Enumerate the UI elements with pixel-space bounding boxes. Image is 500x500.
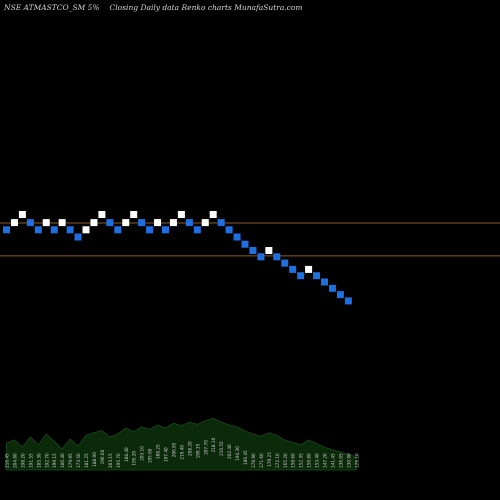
- renko-brick-down: [26, 219, 34, 227]
- renko-brick-up: [42, 219, 50, 227]
- volume-label: 204.80: [12, 453, 17, 468]
- renko-brick-up: [209, 211, 217, 218]
- volume-label: 165.20: [283, 453, 288, 468]
- volume-label: 152.35: [299, 453, 304, 468]
- volume-label: 195.60: [148, 448, 153, 463]
- renko-brick-up: [82, 226, 90, 234]
- volume-label: 210.55: [219, 441, 224, 456]
- volume-label: 153.40: [315, 453, 320, 468]
- renko-brick-up: [58, 219, 66, 227]
- renko-brick-up: [122, 219, 130, 227]
- renko-brick-down: [146, 226, 154, 234]
- renko-brick-down: [138, 219, 146, 227]
- renko-brick-down: [114, 226, 122, 234]
- renko-brick-down: [217, 219, 225, 227]
- renko-brick-down: [106, 219, 114, 227]
- volume-area: [6, 417, 357, 471]
- renko-brick-up: [201, 219, 209, 227]
- volume-label: 188.90: [92, 452, 97, 467]
- renko-brick-down: [273, 253, 281, 261]
- volume-label: 203.15: [108, 453, 113, 468]
- renko-brick-down: [225, 226, 233, 234]
- volume-label: 179.95: [68, 453, 73, 468]
- volume-label: 185.30: [36, 453, 41, 468]
- volume-label: 198.20: [20, 453, 25, 468]
- volume-label: 195.70: [116, 453, 121, 468]
- volume-label: 158.60: [291, 453, 296, 468]
- renko-brick-up: [305, 265, 313, 273]
- renko-brick-up: [154, 219, 162, 227]
- renko-brick-down: [313, 272, 321, 280]
- volume-label: 136.05: [338, 453, 343, 468]
- renko-brick-down: [193, 226, 201, 234]
- volume-label: 196.60: [100, 449, 105, 464]
- volume-label: 194.30: [235, 446, 240, 461]
- volume-label: 186.40: [60, 453, 65, 468]
- volume-label: 203.10: [140, 446, 145, 461]
- volume-label: 191.55: [28, 453, 33, 468]
- renko-brick-down: [3, 226, 10, 234]
- volume-label: 208.20: [187, 441, 192, 456]
- volume-label: 186.45: [243, 450, 248, 465]
- renko-brick-down: [233, 233, 241, 241]
- renko-brick-up: [18, 211, 26, 218]
- volume-label: 199.15: [52, 453, 57, 468]
- volume-label: 181.25: [84, 453, 89, 468]
- renko-brick-down: [241, 240, 249, 248]
- volume-label: 173.50: [76, 453, 81, 468]
- description-label: Closing Daily data Renko charts MunafaSu…: [109, 3, 303, 12]
- renko-brick-down: [185, 219, 193, 227]
- renko-brick-down: [66, 226, 74, 234]
- renko-brick-down: [344, 297, 352, 305]
- renko-brick-down: [281, 259, 289, 267]
- volume-label: 199.35: [195, 443, 200, 458]
- renko-brick-down: [328, 284, 336, 292]
- renko-brick-down: [289, 265, 297, 273]
- renko-brick-up: [265, 247, 273, 254]
- volume-label: 147.20: [323, 453, 328, 468]
- renko-brick-up: [90, 219, 98, 227]
- volume-label: 188.40: [124, 447, 129, 462]
- chart-title: NSE ATMASTCO_SM 5% Closing Daily data Ren…: [4, 3, 313, 12]
- renko-brick-up: [130, 211, 138, 218]
- renko-brick-down: [257, 253, 265, 261]
- renko-brick-down: [74, 233, 82, 241]
- volume-label: 178.90: [251, 453, 256, 468]
- renko-brick-down: [249, 247, 257, 254]
- volume-label: 216.40: [179, 445, 184, 460]
- renko-brick-down: [162, 226, 169, 234]
- renko-brick-up: [169, 219, 177, 227]
- volume-label: 210.45: [5, 453, 10, 468]
- renko-brick-up: [98, 211, 106, 218]
- renko-brick-up: [10, 219, 18, 227]
- volume-label: 188.25: [156, 444, 161, 459]
- renko-brick-down: [297, 272, 305, 280]
- renko-brick-down: [321, 278, 328, 286]
- renko-brick-down: [336, 291, 344, 299]
- volume-label: 141.45: [330, 453, 335, 468]
- volume-label: 171.60: [259, 453, 264, 468]
- volume-label: 197.40: [164, 447, 169, 462]
- volume-label: 192.70: [44, 453, 49, 468]
- symbol-label: NSE ATMASTCO_SM 5%: [4, 3, 100, 12]
- renko-brick-down: [50, 226, 58, 234]
- volume-label: 126.10: [354, 453, 359, 468]
- renko-brick-up: [177, 211, 185, 218]
- renko-brick-down: [34, 226, 42, 234]
- volume-label: 202.40: [227, 444, 232, 459]
- volume-label: 218.10: [211, 437, 216, 452]
- volume-label: 159.80: [307, 453, 312, 468]
- volume-label: 207.70: [203, 440, 208, 455]
- volume-label: 172.10: [275, 453, 280, 468]
- volume-label: 195.20: [132, 451, 137, 466]
- volume-label: 206.85: [171, 442, 176, 457]
- volume-label: 130.90: [346, 453, 351, 468]
- volume-label: 179.25: [267, 452, 272, 467]
